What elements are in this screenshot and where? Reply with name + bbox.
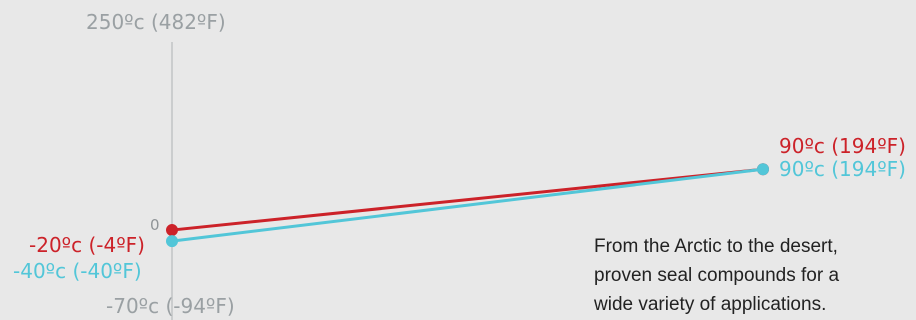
caption-line-3: wide variety of applications. xyxy=(594,294,827,315)
series-1-start-label: -20ºc (-4ºF) xyxy=(29,233,145,257)
series-1-end-label: 90ºc (194ºF) xyxy=(779,134,906,158)
series-2-end-label: 90ºc (194ºF) xyxy=(779,157,906,181)
caption-text: From the Arctic to the desert, proven se… xyxy=(594,232,914,319)
y-axis-top-label: 250ºc (482ºF) xyxy=(86,10,226,34)
series-1-start-point xyxy=(166,224,178,237)
series-2-end-point xyxy=(757,163,769,176)
series-2-start-point xyxy=(166,235,178,248)
series-1-line xyxy=(171,167,764,232)
caption-line-2: proven seal compounds for a xyxy=(594,265,840,286)
y-axis-bottom-label: -70ºc (-94ºF) xyxy=(106,294,235,318)
series-2-start-label: -40ºc (-40ºF) xyxy=(13,259,142,283)
series-2-line xyxy=(171,167,764,243)
caption-line-1: From the Arctic to the desert, xyxy=(594,236,838,257)
y-axis-zero-label: 0 xyxy=(150,216,160,234)
